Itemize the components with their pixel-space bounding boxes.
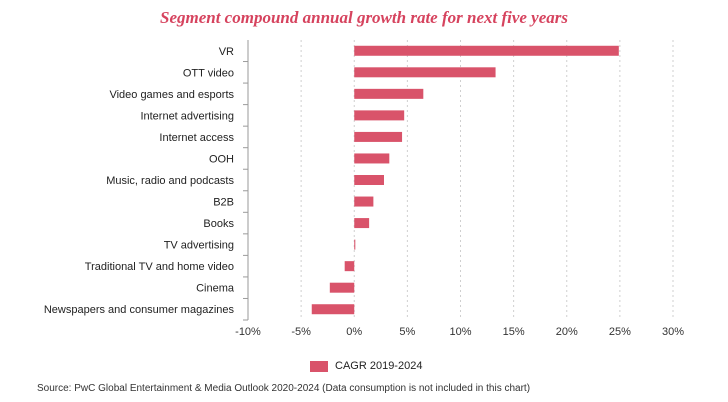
legend: CAGR 2019-2024 bbox=[310, 360, 422, 372]
category-label: Internet advertising bbox=[140, 110, 234, 122]
bar bbox=[354, 239, 356, 250]
category-label: B2B bbox=[213, 197, 234, 209]
bar-chart: -10% -5% 0% 5% 10% 15% 20% 25% 30% VR OTT video Vid… bbox=[44, 40, 684, 338]
category-label: OOH bbox=[209, 153, 234, 165]
category-label: Cinema bbox=[196, 283, 235, 295]
bar bbox=[354, 218, 370, 229]
legend-label: CAGR 2019-2024 bbox=[335, 360, 423, 372]
chart-title: Segment compound annual growth rate for … bbox=[159, 8, 569, 27]
category-label: Internet access bbox=[159, 132, 234, 144]
bar bbox=[354, 131, 403, 142]
x-tick-label: -10% bbox=[235, 326, 261, 338]
bar bbox=[354, 175, 384, 185]
category-label: Newspapers and consumer magazines bbox=[44, 304, 235, 316]
bar bbox=[344, 261, 355, 272]
bar bbox=[354, 153, 390, 164]
x-tick-label: 30% bbox=[662, 326, 684, 338]
bar bbox=[311, 304, 355, 315]
bar bbox=[354, 67, 496, 78]
legend-swatch bbox=[310, 360, 328, 372]
x-tick-label: -5% bbox=[291, 326, 311, 338]
category-label: OTT video bbox=[183, 67, 234, 79]
x-tick-label: 25% bbox=[609, 326, 631, 338]
category-label: Music, radio and podcasts bbox=[106, 175, 234, 187]
category-label: Video games and esports bbox=[109, 89, 234, 101]
category-label: VR bbox=[219, 46, 234, 58]
bar bbox=[354, 88, 424, 99]
category-label: Traditional TV and home video bbox=[85, 261, 234, 273]
x-tick-label: 15% bbox=[503, 326, 525, 338]
bar bbox=[354, 196, 374, 207]
x-tick-label: 20% bbox=[556, 326, 578, 338]
x-tick-label: 0% bbox=[346, 326, 362, 338]
x-tick-label: 5% bbox=[399, 326, 415, 338]
source-note: Source: PwC Global Entertainment & Media… bbox=[37, 383, 531, 394]
bar bbox=[354, 45, 619, 56]
bar bbox=[354, 110, 405, 121]
bar bbox=[329, 282, 355, 293]
category-label: Books bbox=[203, 218, 234, 230]
category-label: TV advertising bbox=[164, 240, 234, 252]
x-tick-label: 10% bbox=[449, 326, 471, 338]
